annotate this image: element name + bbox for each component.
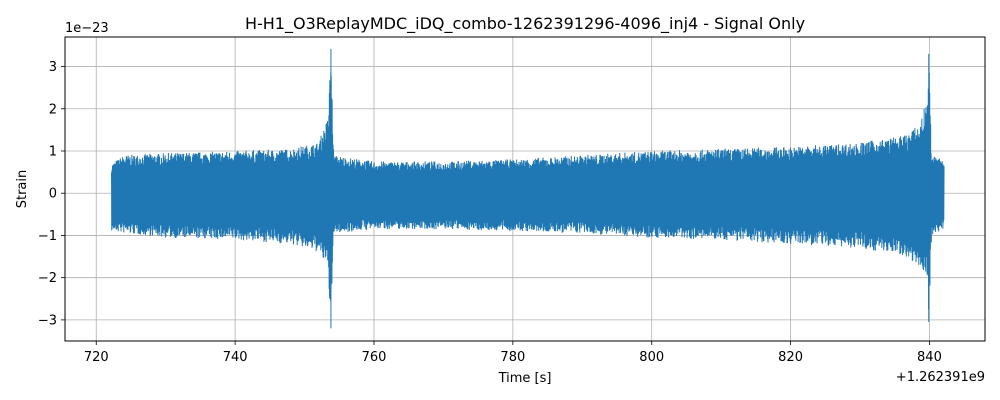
x-tick-label: 800 bbox=[639, 350, 664, 365]
y-tick-label: 2 bbox=[49, 102, 57, 117]
y-tick-label: 1 bbox=[49, 145, 57, 160]
x-axis-label: Time [s] bbox=[498, 371, 552, 386]
x-tick-label: 780 bbox=[500, 350, 525, 365]
y-tick-label: 0 bbox=[49, 187, 57, 202]
chart-title: H-H1_O3ReplayMDC_iDQ_combo-1262391296-40… bbox=[245, 14, 805, 34]
series-signal bbox=[111, 48, 945, 329]
series-line bbox=[111, 48, 945, 329]
x-axis: 720 740 760 780 800 820 840 bbox=[84, 341, 942, 365]
x-offset-text: +1.262391e9 bbox=[896, 370, 985, 385]
x-tick-label: 840 bbox=[917, 350, 942, 365]
y-scale-offset-text: 1e−23 bbox=[65, 21, 109, 36]
x-tick-label: 820 bbox=[778, 350, 803, 365]
x-tick-label: 720 bbox=[84, 350, 109, 365]
y-axis-label: Strain bbox=[15, 170, 30, 209]
y-tick-label: −1 bbox=[38, 229, 57, 244]
y-tick-label: −2 bbox=[38, 271, 57, 286]
x-tick-label: 740 bbox=[223, 350, 248, 365]
plot-area-frame bbox=[64, 36, 986, 342]
y-tick-label: −3 bbox=[38, 313, 57, 328]
y-axis: 3 2 1 0 −1 −2 −3 bbox=[38, 60, 65, 328]
x-tick-label: 760 bbox=[362, 350, 387, 365]
y-tick-label: 3 bbox=[49, 60, 57, 75]
